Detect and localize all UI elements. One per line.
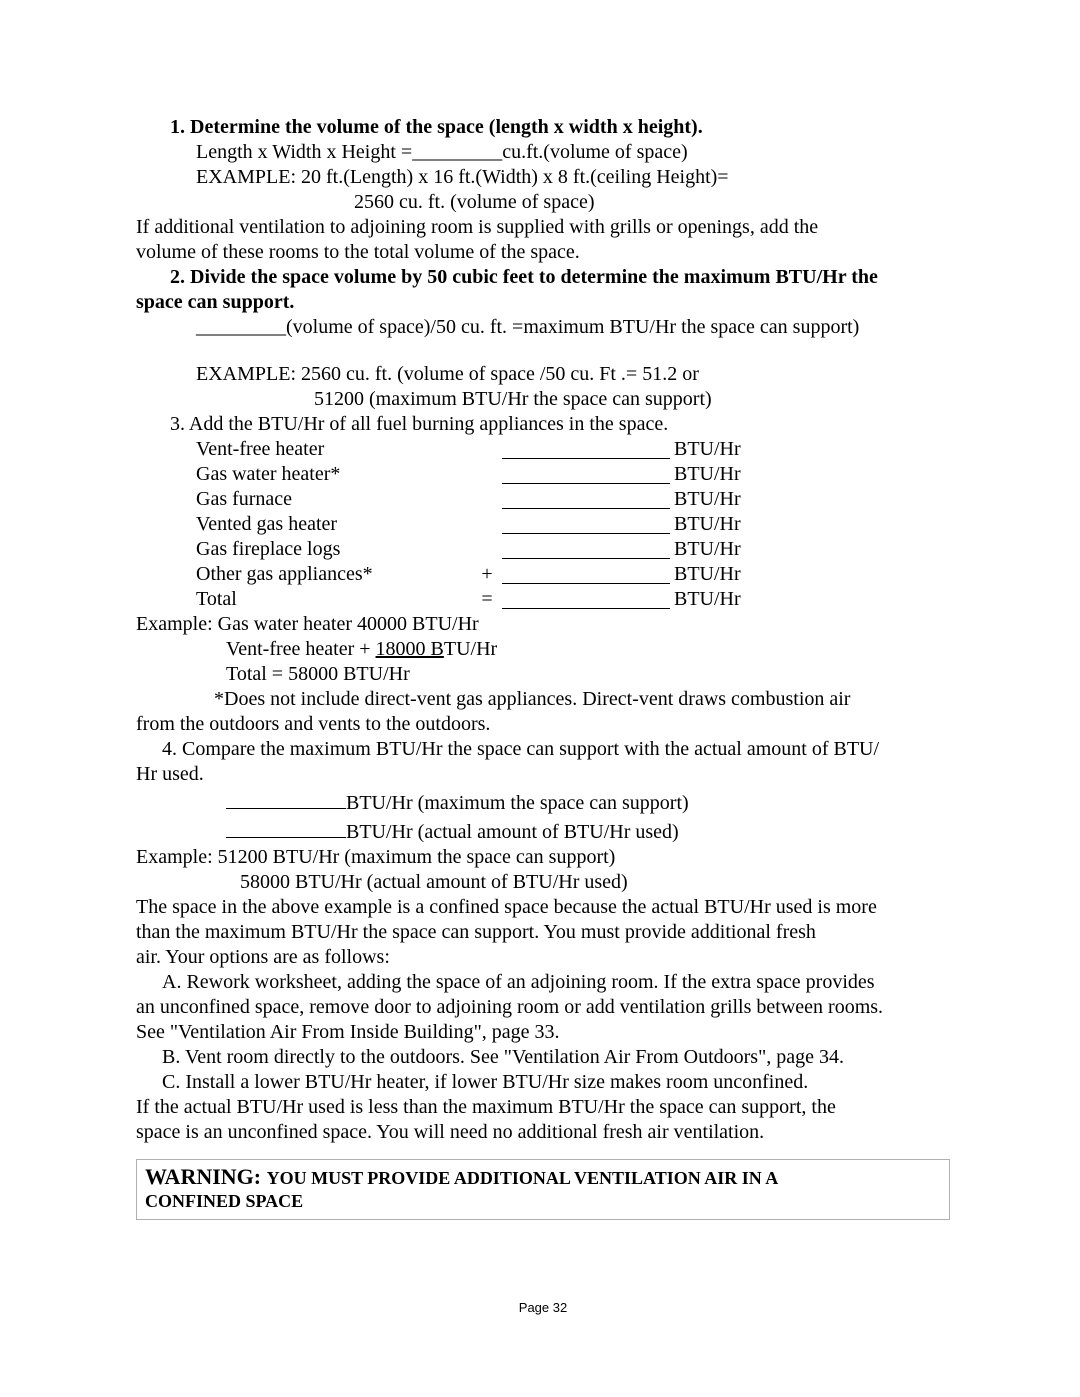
step4-body-2: than the maximum BTU/Hr the space can su… — [136, 920, 950, 945]
step4-tail-1: If the actual BTU/Hr used is less than t… — [136, 1095, 950, 1120]
example-prefix: Example: — [136, 613, 218, 635]
value-blank — [226, 816, 346, 838]
operator: = — [476, 587, 498, 612]
table-row: Gas fireplace logs BTU/Hr — [136, 537, 950, 562]
step4-tail-2: space is an unconfined space. You will n… — [136, 1120, 950, 1145]
option-b: B. Vent room directly to the outdoors. S… — [136, 1045, 950, 1070]
step3-footnote-b: from the outdoors and vents to the outdo… — [136, 712, 950, 737]
step4-example1: Example: 51200 BTU/Hr (maximum the space… — [136, 845, 950, 870]
table-row: Vented gas heater BTU/Hr — [136, 512, 950, 537]
unit-label: BTU/Hr — [674, 462, 754, 487]
step3-example-line2: Vent-free heater + 18000 BTU/Hr — [136, 637, 950, 662]
step3-example-line3: Total = 58000 BTU/Hr — [136, 662, 950, 687]
step3-footnote-a: *Does not include direct-vent gas applia… — [136, 687, 950, 712]
appliance-label: Gas water heater* — [136, 462, 476, 487]
step1-note-line1: If additional ventilation to adjoining r… — [136, 215, 950, 240]
appliance-label: Other gas appliances* — [136, 562, 476, 587]
appliance-label: Vent-free heater — [136, 437, 476, 462]
appliance-label: Vented gas heater — [136, 512, 476, 537]
value-blank — [502, 537, 670, 559]
option-a-2: an unconfined space, remove door to adjo… — [136, 995, 950, 1020]
page-number: Page 32 — [136, 1300, 950, 1315]
warning-body-b: CONFINED SPACE — [145, 1191, 303, 1211]
value-blank — [502, 437, 670, 459]
warning-title: WARNING: — [145, 1164, 267, 1189]
step3-example-line1: Example: Gas water heater 40000 BTU/Hr — [136, 612, 950, 637]
table-row: Gas water heater* BTU/Hr — [136, 462, 950, 487]
step2-heading-b: space can support. — [136, 290, 950, 315]
step1-example-result: 2560 cu. ft. (volume of space) — [136, 190, 950, 215]
example-body: Vent-free heater + — [226, 638, 376, 660]
unit-label: BTU/Hr — [674, 562, 754, 587]
option-a-3: See "Ventilation Air From Inside Buildin… — [136, 1020, 950, 1045]
table-row: Other gas appliances* + BTU/Hr — [136, 562, 950, 587]
table-row: Gas furnace BTU/Hr — [136, 487, 950, 512]
appliance-label: Gas fireplace logs — [136, 537, 476, 562]
option-a-1: A. Rework worksheet, adding the space of… — [136, 970, 950, 995]
step1-note-line2: volume of these rooms to the total volum… — [136, 240, 950, 265]
unit-label: BTU/Hr — [674, 512, 754, 537]
underlined-value: 18000 B — [376, 638, 444, 660]
step4-body-1: The space in the above example is a conf… — [136, 895, 950, 920]
step2-example-a: EXAMPLE: 2560 cu. ft. (volume of space /… — [136, 362, 950, 387]
unit-label: BTU/Hr — [674, 587, 754, 612]
option-c: C. Install a lower BTU/Hr heater, if low… — [136, 1070, 950, 1095]
warning-body-a: YOU MUST PROVIDE ADDITIONAL VENTILATION … — [267, 1168, 779, 1188]
step4-blank2: BTU/Hr (actual amount of BTU/Hr used) — [136, 816, 950, 845]
value-blank — [502, 512, 670, 534]
step4-intro-a: 4. Compare the maximum BTU/Hr the space … — [136, 737, 950, 762]
step4-intro-b: Hr used. — [136, 762, 950, 787]
step2-heading-a: 2. Divide the space volume by 50 cubic f… — [136, 265, 950, 290]
step1-example: EXAMPLE: 20 ft.(Length) x 16 ft.(Width) … — [136, 165, 950, 190]
step1-heading: 1. Determine the volume of the space (le… — [136, 115, 950, 140]
unit-label: BTU/Hr — [674, 437, 754, 462]
table-row: Vent-free heater BTU/Hr — [136, 437, 950, 462]
warning-box: WARNING: YOU MUST PROVIDE ADDITIONAL VEN… — [136, 1159, 950, 1220]
operator — [476, 437, 498, 462]
appliance-label: Total — [136, 587, 476, 612]
step1-formula: Length x Width x Height =_________cu.ft.… — [136, 140, 950, 165]
unit-label: BTU/Hr — [674, 537, 754, 562]
appliance-label: Gas furnace — [136, 487, 476, 512]
operator — [476, 537, 498, 562]
operator: + — [476, 562, 498, 587]
step2-example-b: 51200 (maximum BTU/Hr the space can supp… — [136, 387, 950, 412]
value-blank — [502, 462, 670, 484]
operator — [476, 512, 498, 537]
blank1-label: BTU/Hr (maximum the space can support) — [346, 792, 689, 814]
document-page: 1. Determine the volume of the space (le… — [0, 0, 1080, 1395]
step3-intro: 3. Add the BTU/Hr of all fuel burning ap… — [136, 412, 950, 437]
blank2-label: BTU/Hr (actual amount of BTU/Hr used) — [346, 821, 679, 843]
example-body: TU/Hr — [444, 638, 497, 660]
example-body: Gas water heater 40000 BTU/Hr — [218, 613, 479, 635]
unit-label: BTU/Hr — [674, 487, 754, 512]
step4-example2: 58000 BTU/Hr (actual amount of BTU/Hr us… — [136, 870, 950, 895]
value-blank — [502, 487, 670, 509]
value-blank — [226, 787, 346, 809]
value-blank — [502, 562, 670, 584]
spacer — [136, 340, 950, 362]
operator — [476, 462, 498, 487]
step2-formula: _________(volume of space)/50 cu. ft. =m… — [136, 315, 950, 340]
step4-body-3: air. Your options are as follows: — [136, 945, 950, 970]
value-blank — [502, 587, 670, 609]
table-row: Total = BTU/Hr — [136, 587, 950, 612]
operator — [476, 487, 498, 512]
step4-blank1: BTU/Hr (maximum the space can support) — [136, 787, 950, 816]
